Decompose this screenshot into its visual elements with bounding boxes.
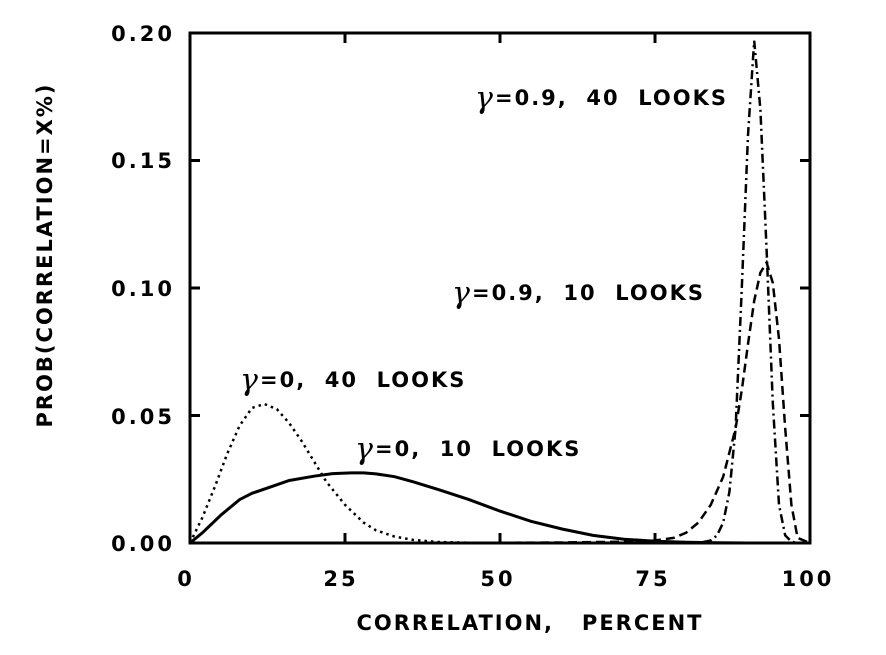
series-line-gamma0-40-looks <box>188 402 810 545</box>
y-tick-label: 0.00 <box>111 532 175 556</box>
annotation-gamma0-10-looks: γ =0, 10 LOOKS <box>355 432 581 467</box>
annotation-gamma0-40-looks: γ =0, 40 LOOKS <box>240 363 466 398</box>
gamma-symbol: γ <box>452 276 470 311</box>
annotation-label: =0.9, 10 LOOKS <box>472 281 705 305</box>
x-tick-label: 0 <box>177 567 195 591</box>
y-tick-label: 0.05 <box>111 405 175 429</box>
annotation-gamma09-10-looks: γ =0.9, 10 LOOKS <box>452 276 705 311</box>
x-tick-labels: 0 25 50 75 100 <box>177 567 835 591</box>
y-tick-labels: 0.00 0.05 0.10 0.15 0.20 <box>111 22 175 556</box>
gamma-symbol: γ <box>240 363 258 398</box>
y-axis-title: PROB(CORRELATION=X%) <box>33 83 57 428</box>
x-tick-label: 75 <box>635 567 670 591</box>
annotation-label: =0, 40 LOOKS <box>260 368 466 392</box>
gamma-symbol: γ <box>355 432 373 467</box>
y-tick-label: 0.15 <box>111 149 175 173</box>
y-tick-label: 0.20 <box>111 22 175 46</box>
annotation-label: =0.9, 40 LOOKS <box>495 86 728 110</box>
series-line-gamma0-10-looks <box>189 471 810 545</box>
x-tick-label: 25 <box>323 567 358 591</box>
plot-frame <box>188 31 812 545</box>
annotation-label: =0, 10 LOOKS <box>375 437 581 461</box>
x-tick-label: 50 <box>480 567 515 591</box>
y-tick-label: 0.10 <box>111 277 175 301</box>
x-tick-label: 100 <box>782 567 835 591</box>
gamma-symbol: γ <box>475 81 493 116</box>
annotation-gamma09-40-looks: γ =0.9, 40 LOOKS <box>475 81 728 116</box>
x-axis-title: CORRELATION, PERCENT <box>357 611 704 635</box>
